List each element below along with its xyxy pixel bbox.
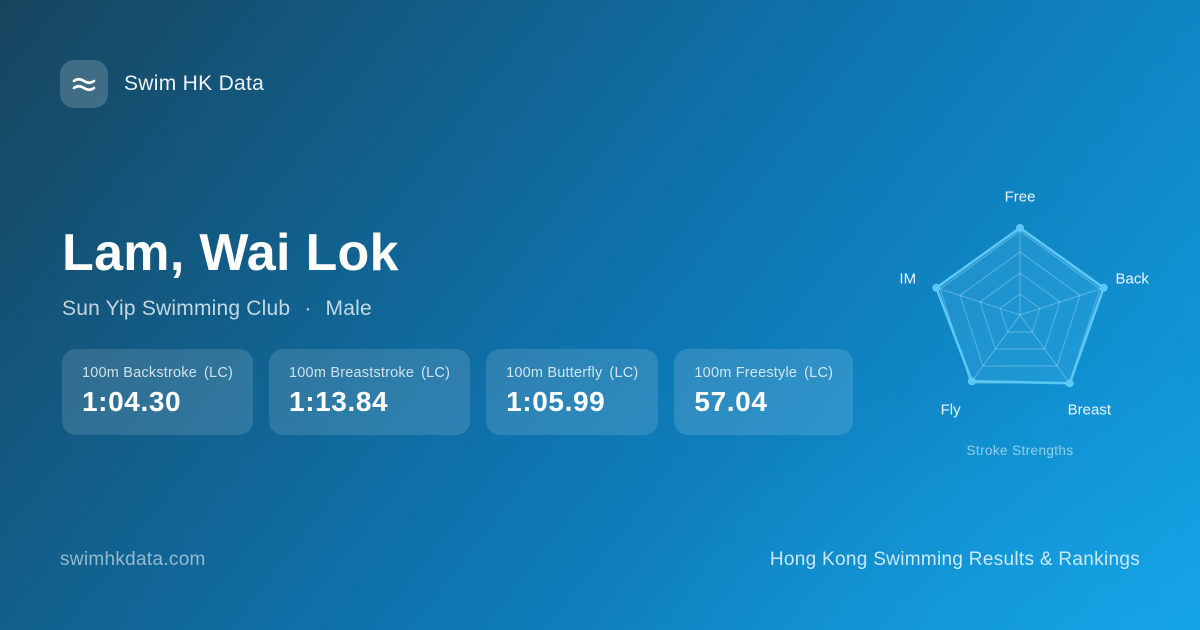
site-url: swimhkdata.com xyxy=(60,549,206,570)
radar-axis-label-back: Back xyxy=(1115,270,1149,288)
stat-event: 100m Breaststroke xyxy=(289,365,415,381)
stat-course: (LC) xyxy=(804,365,834,381)
radar-plot xyxy=(932,223,1108,388)
stat-card-breaststroke: 100m Breaststroke (LC) 1:13.84 xyxy=(269,349,471,435)
stat-course: (LC) xyxy=(421,365,451,381)
brand-name: Swim HK Data xyxy=(124,72,265,95)
stats-row: 100m Backstroke (LC) 1:04.30 100m Breast… xyxy=(62,349,854,435)
waves-icon xyxy=(72,77,96,92)
stat-event: 100m Backstroke xyxy=(82,365,198,381)
stat-card-backstroke: 100m Backstroke (LC) 1:04.30 xyxy=(62,349,254,435)
radar-axis-label-im: IM xyxy=(899,270,917,288)
site-tagline: Hong Kong Swimming Results & Rankings xyxy=(769,549,1140,570)
stat-card-freestyle: 100m Freestyle (LC) 57.04 xyxy=(674,349,854,435)
radar-axis-label-fly: Fly xyxy=(940,401,961,419)
stat-label: 100m Butterfly (LC) xyxy=(506,365,638,381)
stat-time: 1:13.84 xyxy=(289,386,389,417)
stat-event: 100m Butterfly xyxy=(506,365,603,381)
athlete-name: Lam, Wai Lok xyxy=(62,224,399,282)
radar-axis-label-breast: Breast xyxy=(1067,401,1112,419)
athlete-gender: Male xyxy=(325,297,372,320)
stat-course: (LC) xyxy=(609,365,639,381)
stat-time: 1:05.99 xyxy=(506,386,606,417)
stat-event: 100m Freestyle xyxy=(694,365,798,381)
stat-time: 57.04 xyxy=(694,386,768,417)
stat-label: 100m Backstroke (LC) xyxy=(82,365,233,381)
stat-time: 1:04.30 xyxy=(82,386,182,417)
athlete-subtitle: Sun Yip Swimming Club · Male xyxy=(62,297,372,321)
stroke-strengths-radar-chart: Free Back Breast Fly IM Stroke Strengths xyxy=(860,155,1180,475)
subtitle-separator: · xyxy=(304,297,312,320)
stat-card-butterfly: 100m Butterfly (LC) 1:05.99 xyxy=(486,349,659,435)
brand-header: Swim HK Data xyxy=(60,60,264,108)
stat-label: 100m Freestyle (LC) xyxy=(694,365,833,381)
stat-label: 100m Breaststroke (LC) xyxy=(289,365,450,381)
radar-axis-label-free: Free xyxy=(1004,188,1036,206)
stat-course: (LC) xyxy=(204,365,234,381)
athlete-club: Sun Yip Swimming Club xyxy=(62,297,291,320)
radar-caption: Stroke Strengths xyxy=(966,443,1074,458)
app-logo xyxy=(60,60,108,108)
